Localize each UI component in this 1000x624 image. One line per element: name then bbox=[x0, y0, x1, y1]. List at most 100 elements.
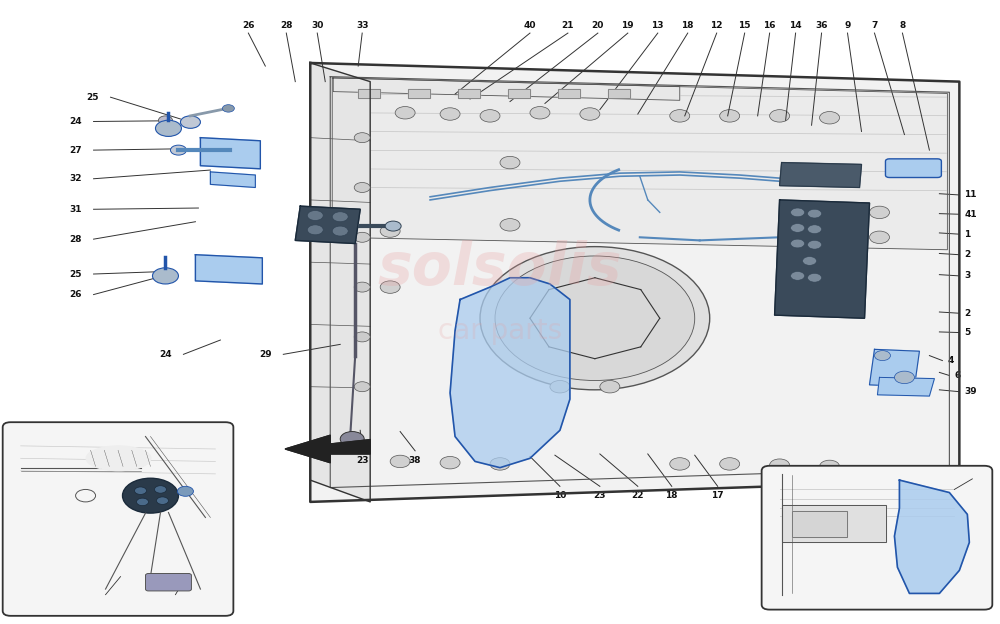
Circle shape bbox=[820, 112, 840, 124]
Bar bbox=[408, 89, 430, 99]
Bar bbox=[792, 511, 847, 537]
Text: 26: 26 bbox=[242, 21, 255, 30]
Circle shape bbox=[307, 225, 323, 235]
Text: 9: 9 bbox=[844, 21, 851, 30]
Text: car parts: car parts bbox=[438, 316, 562, 344]
Polygon shape bbox=[285, 436, 370, 462]
Circle shape bbox=[808, 240, 822, 249]
Polygon shape bbox=[310, 63, 959, 502]
Text: 14: 14 bbox=[789, 21, 802, 30]
Bar bbox=[558, 89, 580, 99]
FancyBboxPatch shape bbox=[145, 573, 191, 591]
Circle shape bbox=[158, 116, 172, 125]
Bar bbox=[782, 505, 886, 542]
Text: 39: 39 bbox=[964, 388, 977, 396]
Circle shape bbox=[440, 456, 460, 469]
Text: 13: 13 bbox=[652, 21, 664, 30]
Circle shape bbox=[720, 457, 740, 470]
Text: 8: 8 bbox=[899, 21, 906, 30]
Circle shape bbox=[803, 256, 817, 265]
Circle shape bbox=[791, 239, 805, 248]
Circle shape bbox=[495, 256, 695, 381]
Circle shape bbox=[155, 120, 181, 137]
Polygon shape bbox=[877, 378, 934, 396]
Text: 40: 40 bbox=[524, 21, 536, 30]
Circle shape bbox=[395, 107, 415, 119]
Circle shape bbox=[869, 206, 889, 218]
Bar bbox=[358, 89, 380, 99]
Circle shape bbox=[380, 225, 400, 237]
Circle shape bbox=[123, 478, 178, 513]
Polygon shape bbox=[295, 206, 360, 243]
Text: 31: 31 bbox=[69, 205, 82, 214]
Text: 5: 5 bbox=[964, 328, 971, 337]
Text: 41: 41 bbox=[964, 210, 977, 219]
FancyBboxPatch shape bbox=[762, 466, 992, 610]
Circle shape bbox=[332, 226, 348, 236]
Circle shape bbox=[808, 225, 822, 233]
Circle shape bbox=[156, 497, 168, 504]
Text: 23: 23 bbox=[356, 456, 368, 465]
Circle shape bbox=[170, 145, 186, 155]
Ellipse shape bbox=[86, 446, 151, 470]
Bar bbox=[608, 89, 630, 99]
Circle shape bbox=[390, 455, 410, 467]
Text: 36: 36 bbox=[815, 21, 828, 30]
Circle shape bbox=[770, 110, 790, 122]
Text: 7: 7 bbox=[871, 21, 878, 30]
Text: 23: 23 bbox=[594, 491, 606, 500]
Bar bbox=[458, 89, 480, 99]
Bar bbox=[558, 89, 580, 99]
Circle shape bbox=[480, 110, 500, 122]
FancyBboxPatch shape bbox=[3, 422, 233, 616]
Circle shape bbox=[490, 457, 510, 470]
Bar bbox=[608, 89, 630, 99]
Circle shape bbox=[354, 133, 370, 143]
Polygon shape bbox=[333, 78, 680, 100]
Text: 38: 38 bbox=[409, 456, 421, 465]
Circle shape bbox=[222, 105, 234, 112]
Bar bbox=[792, 511, 847, 537]
Circle shape bbox=[340, 432, 364, 447]
Circle shape bbox=[808, 273, 822, 282]
Text: 3: 3 bbox=[964, 271, 971, 280]
Text: 25: 25 bbox=[86, 93, 99, 102]
Text: 25: 25 bbox=[69, 270, 82, 278]
Polygon shape bbox=[200, 138, 260, 169]
Polygon shape bbox=[775, 200, 869, 318]
Polygon shape bbox=[869, 349, 919, 387]
Polygon shape bbox=[332, 78, 947, 250]
Circle shape bbox=[791, 271, 805, 280]
Bar bbox=[458, 89, 480, 99]
Text: solsolis: solsolis bbox=[378, 240, 622, 297]
Text: 35: 35 bbox=[169, 595, 182, 604]
Text: 27: 27 bbox=[69, 145, 82, 155]
Text: 26: 26 bbox=[69, 290, 82, 299]
Text: 19: 19 bbox=[622, 21, 634, 30]
Bar bbox=[508, 89, 530, 99]
Text: 2: 2 bbox=[964, 309, 971, 318]
Circle shape bbox=[500, 157, 520, 169]
Circle shape bbox=[152, 268, 178, 284]
Circle shape bbox=[791, 208, 805, 217]
Circle shape bbox=[332, 212, 348, 222]
Polygon shape bbox=[450, 278, 570, 467]
Text: 2: 2 bbox=[964, 250, 971, 259]
Polygon shape bbox=[310, 63, 370, 502]
Text: 20: 20 bbox=[592, 21, 604, 30]
Text: 24: 24 bbox=[69, 117, 82, 126]
Bar bbox=[408, 89, 430, 99]
Text: 6: 6 bbox=[954, 371, 961, 380]
Text: 21: 21 bbox=[562, 21, 574, 30]
Circle shape bbox=[670, 110, 690, 122]
Text: 18: 18 bbox=[666, 491, 678, 500]
Circle shape bbox=[791, 223, 805, 232]
Text: 22: 22 bbox=[632, 491, 644, 500]
Circle shape bbox=[670, 457, 690, 470]
Text: 37: 37 bbox=[975, 470, 988, 480]
Circle shape bbox=[580, 108, 600, 120]
Circle shape bbox=[380, 281, 400, 293]
Circle shape bbox=[307, 210, 323, 220]
Text: 12: 12 bbox=[710, 21, 723, 30]
Polygon shape bbox=[894, 480, 969, 593]
